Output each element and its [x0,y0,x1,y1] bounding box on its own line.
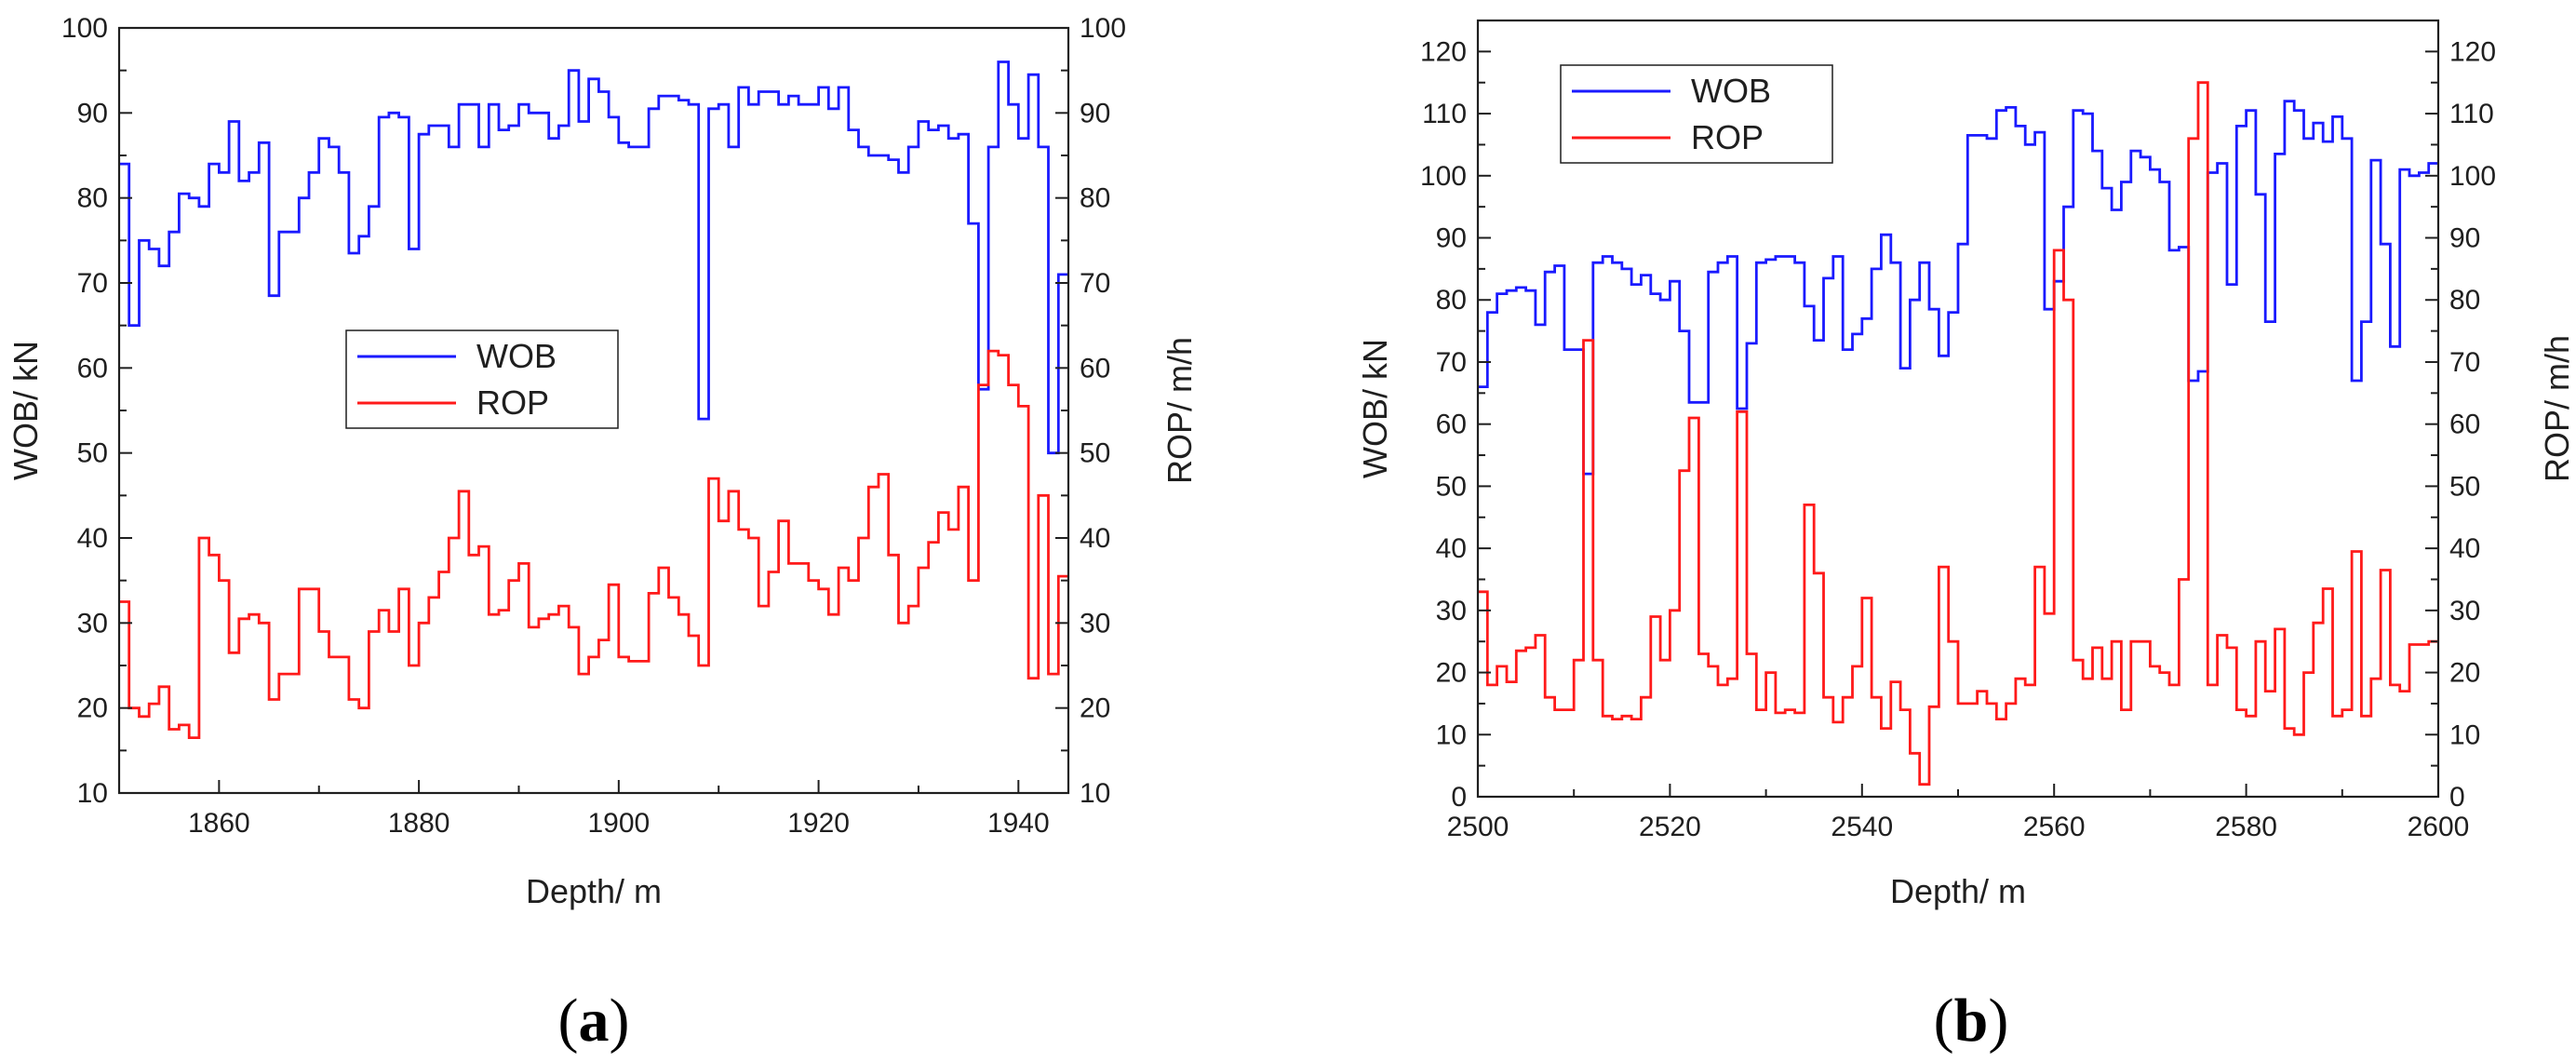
panel-label-close: ) [610,987,630,1055]
y-tick-label: 10 [1436,719,1467,750]
series-line-wob [119,60,1068,455]
y-tick-label: 80 [77,183,108,214]
y-tick-label: 120 [1420,36,1467,67]
x-tick-label: 1920 [787,808,850,839]
y2-tick-label: 10 [1080,778,1110,809]
y2-tick-label: 60 [1080,353,1110,383]
panel-label: (b) [1934,987,2009,1055]
y-axis-title: WOB/ kN [1356,339,1394,478]
legend: WOB ROP [1560,64,1833,164]
y2-tick-label: 100 [2449,161,2496,192]
x-tick-label: 1940 [987,808,1050,839]
panel-label: (a) [558,987,630,1055]
y-tick-label: 30 [1436,596,1467,626]
y2-tick-label: 0 [2449,782,2465,813]
x-tick-label: 2600 [2408,812,2470,842]
y2-tick-label: 40 [1080,523,1110,554]
y-tick-label: 90 [1436,223,1467,254]
x-axis-title: Depth/ m [526,872,662,910]
x-axis-title: Depth/ m [1890,872,2026,910]
y2-tick-label: 10 [2449,719,2480,750]
y2-tick-label: 20 [1080,693,1110,724]
x-tick-label: 2580 [2215,812,2277,842]
y2-tick-label: 90 [1080,98,1110,128]
y2-tick-label: 120 [2449,36,2496,67]
panel-label-open: ( [558,987,579,1055]
legend: WOB ROP [345,329,619,429]
x-tick-label: 2560 [2023,812,2086,842]
panel-label-open: ( [1934,987,1954,1055]
y2-tick-label: 80 [2449,285,2480,316]
y2-tick-label: 80 [1080,183,1110,214]
chart-panel-a: 1860 1880 1900 1920 1940 10 10 20 20 30 30 40 40 50 50… [7,13,1199,1055]
panel-label-letter: a [579,987,610,1055]
legend-label-wob: WOB [1691,72,1771,110]
x-tick-label: 1860 [188,808,250,839]
y2-tick-label: 40 [2449,533,2480,564]
legend-label-rop: ROP [1691,118,1764,156]
y2-axis-title: ROP/ m/h [2538,335,2576,482]
y-tick-label: 20 [1436,658,1467,689]
y2-tick-label: 90 [2449,223,2480,254]
y-tick-label: 110 [1422,99,1467,129]
y-tick-label: 70 [77,268,108,299]
y-tick-label: 80 [1436,285,1467,316]
y2-tick-label: 70 [2449,347,2480,378]
y-tick-label: 40 [1436,533,1467,564]
y-tick-label: 60 [77,353,108,383]
legend-box [1560,64,1833,164]
y-tick-label: 100 [61,13,108,44]
panel-label-letter: b [1954,987,1989,1055]
y-tick-label: 10 [77,778,108,809]
series-line-rop [1478,81,2438,786]
legend-label-rop: ROP [476,383,549,422]
x-tick-label: 1900 [587,808,650,839]
y-tick-label: 50 [77,438,108,469]
x-tick-label: 2540 [1831,812,1893,842]
y-tick-label: 90 [77,98,108,128]
y2-tick-label: 100 [1080,13,1126,44]
y2-tick-label: 20 [2449,658,2480,689]
panel-label-close: ) [1988,987,2008,1055]
y2-tick-label: 30 [2449,596,2480,626]
x-tick-label: 2520 [1639,812,1701,842]
y2-tick-label: 50 [1080,438,1110,469]
x-tick-label: 2500 [1447,812,1509,842]
legend-box [345,329,619,429]
y2-tick-label: 110 [2449,99,2494,129]
series-line-wob [1478,100,2438,476]
y2-tick-label: 50 [2449,471,2480,502]
y-tick-label: 50 [1436,471,1467,502]
y2-tick-label: 60 [2449,410,2480,440]
series-line-rop [119,349,1068,739]
legend-label-wob: WOB [476,337,557,375]
y-tick-label: 0 [1451,782,1467,813]
y-tick-label: 30 [77,608,108,639]
y-axis-title: WOB/ kN [7,341,45,480]
y2-axis-title: ROP/ m/h [1161,337,1199,484]
y-tick-label: 20 [77,693,108,724]
y-tick-label: 100 [1420,161,1467,192]
y-tick-label: 70 [1436,347,1467,378]
y2-tick-label: 30 [1080,608,1110,639]
y-tick-label: 60 [1436,410,1467,440]
x-tick-label: 1880 [388,808,450,839]
y-tick-label: 40 [77,523,108,554]
y2-tick-label: 70 [1080,268,1110,299]
